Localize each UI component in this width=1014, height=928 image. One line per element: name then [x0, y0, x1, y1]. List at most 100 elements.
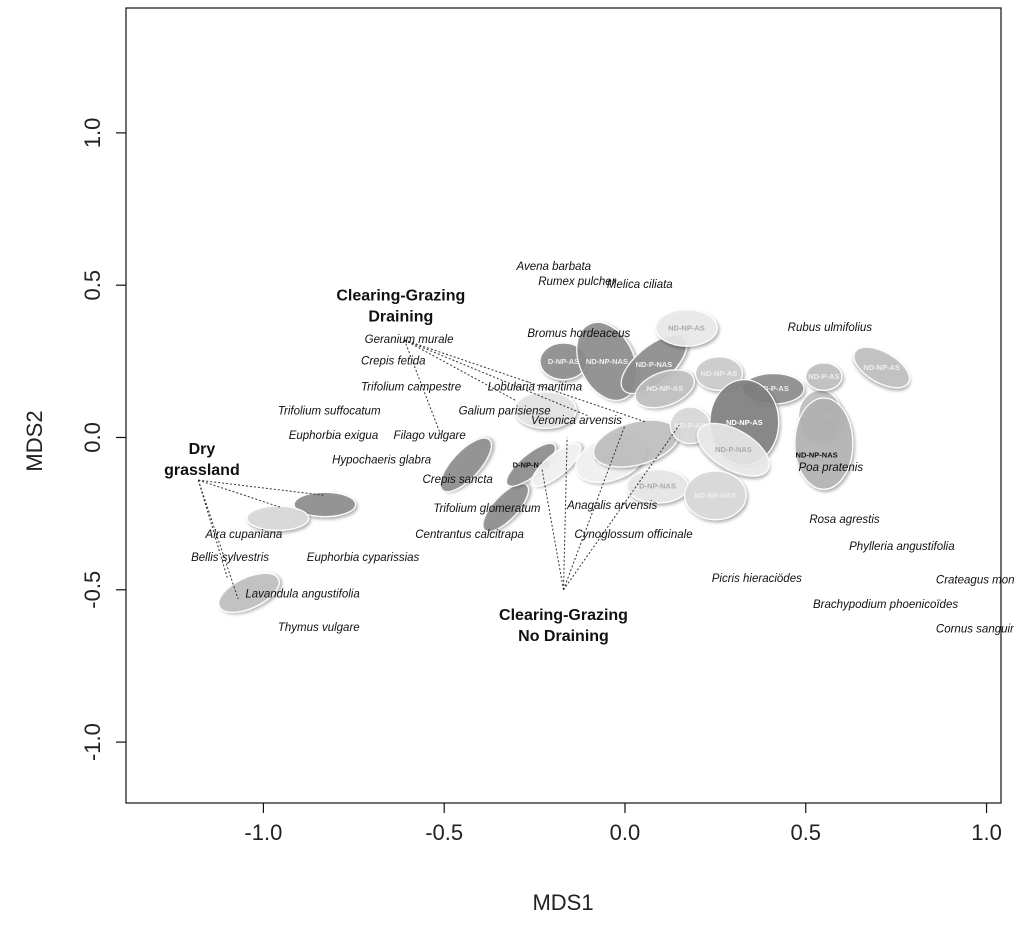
ordination-ellipse [218, 572, 280, 613]
ordination-ellipse [293, 491, 357, 518]
species-label: Melica ciliata [607, 279, 673, 291]
species-label: Bellis sylvestris [191, 552, 269, 564]
species-label: Rumex pulcher [538, 276, 617, 288]
species-label: Crepis fetida [361, 355, 426, 367]
group-label: Clearing-Grazing [336, 287, 465, 304]
ellipse-label: D-NP-NAS [513, 460, 550, 469]
species-label: Geranium murale [365, 334, 454, 346]
ordination-ellipse [246, 505, 310, 531]
species-label: Avena barbata [515, 261, 591, 273]
ellipse-shape [684, 470, 747, 521]
species-label: Lavandula angustifolia [245, 588, 359, 600]
y-tick-label: 0.0 [80, 422, 105, 453]
ellipse-shape [218, 572, 280, 613]
species-label: Poa pratenis [799, 462, 864, 474]
species-label: Phylleria angustifolia [849, 541, 954, 553]
species-label: Rosa agrestis [809, 514, 880, 526]
group-spoke [198, 479, 282, 509]
ordination-ellipse: D-NP-NAS [626, 468, 689, 504]
y-tick-label: 1.0 [80, 118, 105, 149]
ellipse-label: ND-NP-AS [701, 369, 738, 378]
species-label: Anagalis arvensis [566, 500, 657, 512]
group-spoke [403, 339, 442, 435]
species-label: Thymus vulgare [278, 622, 360, 634]
y-tick-label: -1.0 [80, 723, 105, 761]
group-spoke [404, 339, 647, 423]
ellipse-label: ND-P-AS [674, 421, 705, 430]
plot-frame [125, 7, 1002, 804]
group-label: No Draining [518, 628, 609, 645]
y-tick-label: 0.5 [80, 270, 105, 301]
species-label: Euphorbia exigua [289, 430, 379, 442]
species-label: Centrantus calcitrapa [415, 529, 524, 541]
ellipse-shape [246, 505, 310, 531]
species-label: Trifolium suffocatum [278, 406, 381, 418]
ellipse-shape [794, 397, 854, 490]
ordination-ellipse: ND-NP-AS [634, 369, 695, 409]
group-spoke [541, 467, 564, 590]
species-label: Trifolium glomeratum [433, 503, 541, 515]
ellipse-label: ND-NP-NAS [694, 491, 736, 500]
group-label: Draining [368, 308, 433, 325]
ellipse-label: D-NP-AS [548, 357, 579, 366]
ordination-ellipse: ND-P-NAS [696, 422, 770, 477]
x-axis-title: MDS1 [532, 890, 593, 915]
species-label: Cornus sanguinea [936, 623, 1014, 635]
ellipse-shape [514, 391, 577, 429]
group-spoke [563, 425, 680, 591]
ellipse-shape [655, 308, 718, 347]
ellipse-label: ND-NP-AS [726, 418, 763, 427]
species-label: Rubus ulmifolius [788, 322, 873, 334]
groups-layer: Clearing-Grazing Draining Dry grassland Clea… [164, 287, 628, 645]
group-label: Dry [189, 441, 216, 458]
species-label: Lobularia maritima [488, 381, 583, 393]
ellipse-label: ND-P-NAS [715, 445, 752, 454]
species-label: Galium parisiense [459, 406, 551, 418]
ellipse-label: ND-P-AS [808, 372, 839, 381]
x-tick-label: -0.5 [425, 820, 463, 845]
group-spoke [404, 339, 517, 402]
y-axis-title: MDS2 [22, 410, 47, 471]
ordination-ellipse [531, 442, 582, 487]
x-tick-label: 1.0 [971, 820, 1002, 845]
ellipse-label: ND-NP-NAS [586, 357, 628, 366]
ordination-ellipse: ND-NP-AS [694, 356, 744, 391]
ordination-ellipse: ND-NP-AS [853, 346, 910, 389]
ellipse-shape [696, 422, 770, 477]
spokes-layer [197, 339, 680, 600]
x-tick-label: 0.5 [790, 820, 821, 845]
y-tick-label: -0.5 [80, 571, 105, 609]
group-label: grassland [164, 462, 240, 479]
ellipses-layer: D-NP-NASD-NP-ASD-NP-ASND-NP-NASND-P-NASN… [218, 308, 910, 613]
group-spoke [198, 479, 325, 496]
species-label: Brachypodium phoenicoïdes [813, 599, 958, 611]
ellipse-label: ND-P-AS [758, 384, 789, 393]
species-label: Trifolium campestre [361, 381, 461, 393]
species-label: Crepis sancta [422, 474, 492, 486]
x-tick-label: -1.0 [244, 820, 282, 845]
ellipse-label: ND-NP-AS [646, 384, 683, 393]
ordination-ellipse [514, 391, 577, 429]
group-spoke [404, 339, 590, 417]
group-spoke [563, 437, 568, 590]
ellipse-label: ND-NP-AS [863, 363, 900, 372]
ordination-ellipse: ND-NP-NAS [684, 470, 747, 521]
group-spoke [563, 425, 626, 590]
species-label: Euphorbia cyparissias [307, 552, 420, 564]
x-tick-label: 0.0 [610, 820, 641, 845]
ellipse-label: ND-NP-AS [668, 323, 705, 332]
species-label: Hypochaeris glabra [332, 454, 431, 466]
group-label: Clearing-Grazing [499, 607, 628, 624]
species-label: Bromus hordeaceus [527, 328, 630, 340]
ordination-ellipse [482, 482, 530, 533]
ellipse-shape [439, 437, 492, 493]
group-spoke [197, 479, 239, 600]
species-label: Aira cupaniana [205, 529, 283, 541]
group-spoke [197, 479, 228, 578]
ordination-ellipse: ND-NP-AS [655, 308, 718, 347]
ellipse-label: ND-P-NAS [636, 360, 673, 369]
ellipse-shape [694, 356, 744, 391]
species-label: Picris hieraciödes [712, 573, 802, 585]
